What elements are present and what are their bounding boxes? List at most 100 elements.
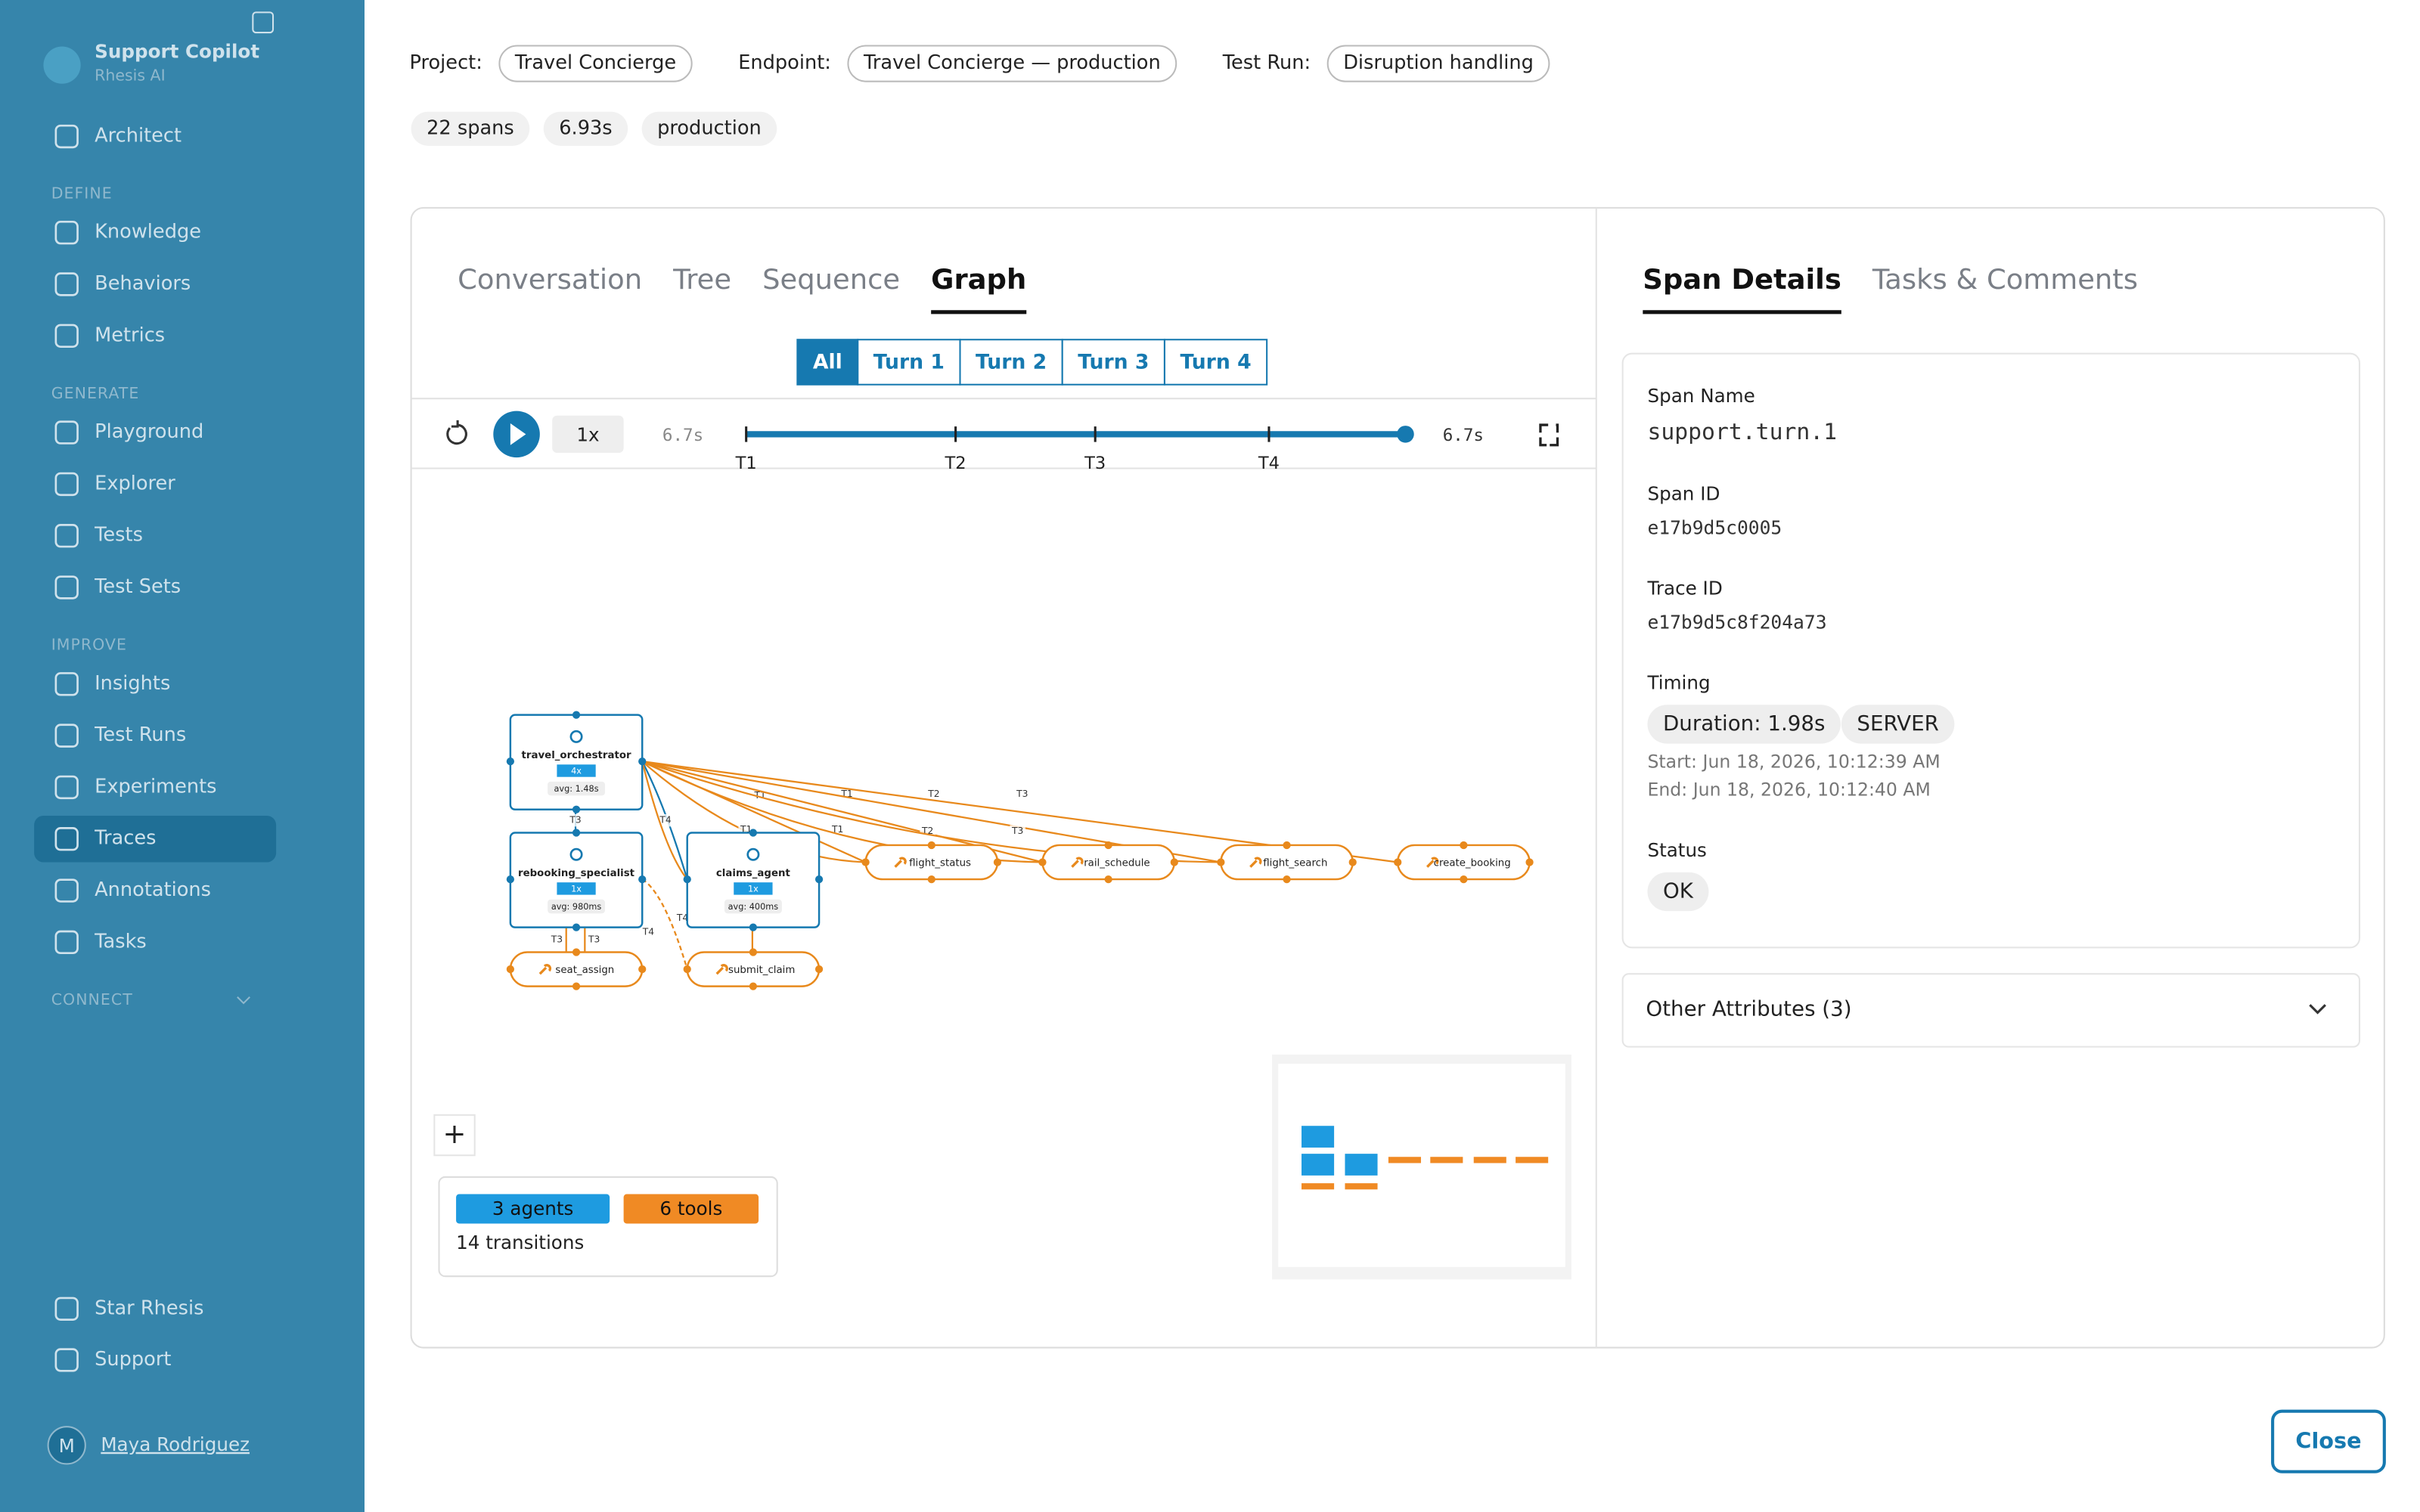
node-handle [638,875,647,884]
filter-value[interactable]: Travel Concierge — production [863,51,1161,74]
node-handle [749,829,758,837]
node-handle [1348,858,1357,866]
field-label: Timing [1646,672,1710,694]
slider-marker-label: T4 [1258,454,1280,473]
turn-filter-bg[interactable] [1163,339,1268,386]
nav-item[interactable]: Experiments [95,775,216,798]
tool-name: rail_schedule [1084,858,1150,869]
nav-item[interactable]: Tasks [94,930,147,953]
nav-item[interactable]: Annotations [95,878,211,901]
nav-item[interactable]: Test Sets [94,575,181,598]
nav-icon [54,723,79,748]
view-tab[interactable]: Tree [672,263,731,296]
agent-avg: avg: 980ms [551,902,602,912]
replay-icon[interactable] [446,420,467,445]
turn-filter-bg[interactable] [796,339,859,386]
edge-label: T3 [588,934,600,945]
view-tab[interactable]: Graph [931,263,1026,296]
badge-bg [543,111,628,146]
zoom-in[interactable]: + [443,1117,467,1150]
filter-value-bg[interactable] [498,45,693,82]
edge-label: T3 [569,815,581,826]
turn-filter[interactable]: Turn 1 [873,351,945,374]
edge-label-bg [657,813,674,827]
turn-filter[interactable]: Turn 4 [1180,351,1251,374]
node-handle [1104,841,1112,850]
agent-avg: avg: 400ms [728,902,779,912]
nav-item[interactable]: Behaviors [95,272,191,295]
nav-icon [54,930,79,955]
nav-item[interactable]: Tests [94,524,143,547]
node-handle [1394,858,1402,866]
avatar [47,1426,86,1465]
zoom-bg[interactable] [433,1114,476,1157]
span-tab[interactable]: Span Details [1643,263,1841,296]
kind-chip: SERVER [1857,711,1938,736]
badge-bg [641,111,777,146]
tool-icon [894,857,907,868]
logo [43,46,81,84]
node-handle [993,858,1002,866]
close-button[interactable] [2271,1409,2386,1473]
graph-edge [641,878,688,970]
tool-icon [1071,857,1084,868]
agent-icon [569,847,583,861]
status-chip-bg [1647,872,1709,912]
nav-item[interactable]: Explorer [95,472,175,494]
nav-item[interactable]: Metrics [95,324,165,346]
filter-value-bg[interactable] [1326,45,1550,82]
filter-value[interactable]: Travel Concierge [514,51,676,74]
node-handle [1104,875,1112,884]
nav-item[interactable]: Test Runs [94,723,186,746]
nav-icon [54,827,79,851]
sidebar-bg [0,0,365,1512]
node-handle [927,841,935,850]
filter-value-bg[interactable] [847,45,1177,82]
nav-item[interactable]: Support [95,1348,171,1371]
nav-item[interactable]: Star Rhesis [95,1297,203,1319]
tool-name: flight_status [909,858,971,869]
attributes-box[interactable] [1621,973,2361,1048]
node-handle [683,965,691,974]
nav-item[interactable]: Architect [95,125,182,147]
node-handle [1170,858,1178,866]
node-handle [1038,858,1047,866]
close-label[interactable]: Close [2295,1428,2361,1454]
node-handle [927,875,935,884]
nav-item[interactable]: Insights [95,672,170,695]
view-tab[interactable]: Sequence [762,263,900,296]
turn-filter[interactable]: Turn 3 [1078,351,1149,374]
agent-count: 4x [571,767,582,776]
user-name[interactable]: Maya Rodriguez [101,1433,250,1455]
filter-value[interactable]: Disruption handling [1343,51,1534,74]
field-label: Span Name [1647,385,1754,407]
slider-knob[interactable] [1397,426,1414,443]
agent-count: 1x [571,884,582,894]
speed[interactable]: 1x [576,423,599,445]
turn-filter[interactable]: All [813,351,842,374]
view-tab[interactable]: Conversation [458,263,642,296]
nav-item[interactable]: Traces [94,827,156,850]
start-time: 6.7s [662,426,703,445]
span-tab[interactable]: Tasks & Comments [1872,263,2138,296]
node-handle [1283,841,1291,850]
timing-start: Start: Jun 18, 2026, 10:12:39 AM [1647,751,1940,773]
tool-name: create_booking [1434,858,1511,869]
turn-filter[interactable]: Turn 2 [976,351,1047,374]
span-card [1621,352,2361,949]
turn-filter-bg[interactable] [959,339,1063,386]
tool-icon [1426,857,1439,868]
org-name: Rhesis AI [95,67,165,85]
timing-end: End: Jun 18, 2026, 10:12:40 AM [1647,779,1930,801]
nav-item[interactable]: Playground [95,420,203,443]
fullscreen-icon[interactable] [1539,423,1559,447]
node-handle [683,875,691,884]
nav-item[interactable]: Knowledge [95,221,201,243]
other-attributes[interactable]: Other Attributes (3) [1646,996,1851,1021]
speed-bg[interactable] [552,415,624,453]
nav-icon [54,124,79,149]
node-handle [749,982,758,990]
edge-label: T4 [676,912,689,923]
nav-icon [54,272,79,296]
